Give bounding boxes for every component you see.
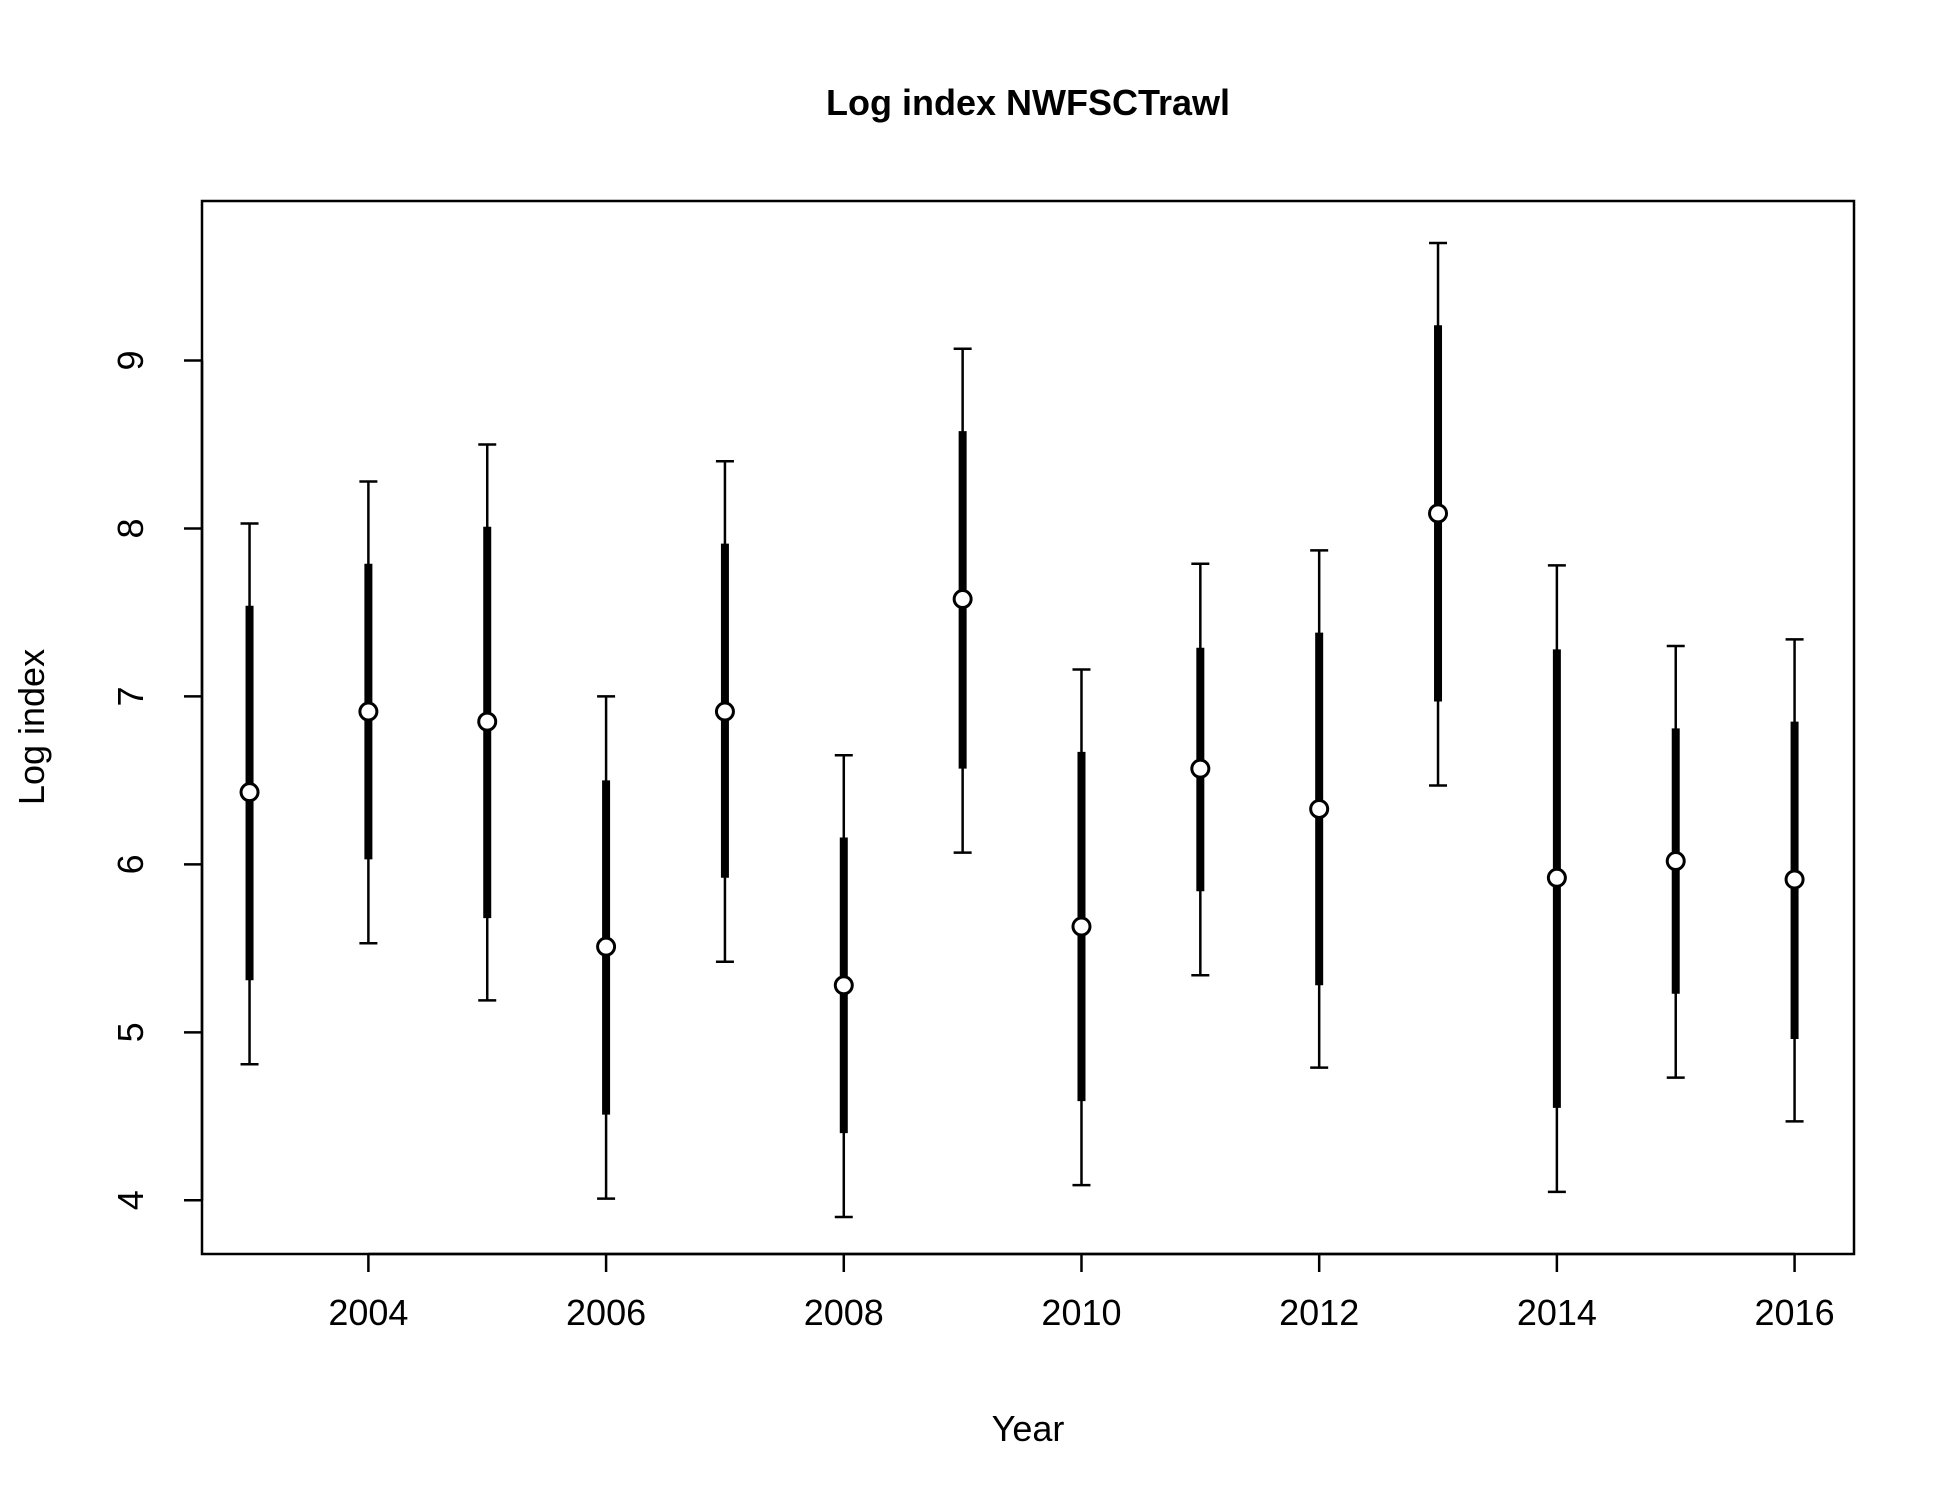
data-point-2009	[952, 347, 973, 854]
point-marker	[833, 975, 854, 996]
data-point-2006	[596, 695, 617, 1200]
x-tick-label: 2004	[328, 1292, 408, 1333]
x-tick-label: 2008	[804, 1292, 884, 1333]
y-tick-label: 6	[110, 854, 151, 874]
point-marker	[1071, 916, 1092, 937]
data-point-2015	[1665, 644, 1686, 1079]
point-marker	[714, 701, 735, 722]
data-point-2016	[1784, 638, 1805, 1123]
chart-title: Log index NWFSCTrawl	[826, 82, 1230, 123]
point-marker	[477, 711, 498, 732]
data-point-2004	[358, 480, 379, 945]
point-marker	[1665, 851, 1686, 872]
point-marker	[1190, 758, 1211, 779]
point-marker	[1428, 503, 1449, 524]
y-tick-label: 4	[110, 1190, 151, 1210]
series-marks	[239, 241, 1805, 1219]
plot-frame	[200, 199, 1856, 1256]
data-point-2008	[833, 753, 854, 1219]
data-point-2010	[1071, 668, 1092, 1187]
data-point-2005	[477, 443, 498, 1002]
y-axis-label: Log index	[11, 649, 52, 805]
x-axis: 2004 2006 2008 2010 2012 2014 2016	[328, 1252, 1835, 1333]
point-marker	[239, 782, 260, 803]
x-axis-label: Year	[992, 1408, 1065, 1449]
x-tick-label: 2010	[1041, 1292, 1121, 1333]
x-tick-label: 2014	[1517, 1292, 1597, 1333]
point-marker	[1784, 869, 1805, 890]
data-point-2011	[1190, 562, 1211, 977]
point-marker	[952, 589, 973, 610]
data-point-2003	[239, 522, 260, 1066]
data-point-2012	[1309, 549, 1330, 1069]
point-marker	[596, 936, 617, 957]
point-marker	[358, 701, 379, 722]
point-marker	[1546, 867, 1567, 888]
y-tick-label: 8	[110, 518, 151, 538]
y-tick-label: 7	[110, 686, 151, 706]
data-point-2007	[714, 460, 735, 964]
data-point-2014	[1546, 564, 1567, 1194]
data-point-2013	[1428, 241, 1449, 787]
y-tick-label: 9	[110, 351, 151, 371]
y-axis: 4 5 6 7 8 9	[110, 351, 204, 1210]
x-tick-label: 2006	[566, 1292, 646, 1333]
x-tick-label: 2012	[1279, 1292, 1359, 1333]
point-marker	[1309, 798, 1330, 819]
y-tick-label: 5	[110, 1022, 151, 1042]
x-tick-label: 2016	[1755, 1292, 1835, 1333]
